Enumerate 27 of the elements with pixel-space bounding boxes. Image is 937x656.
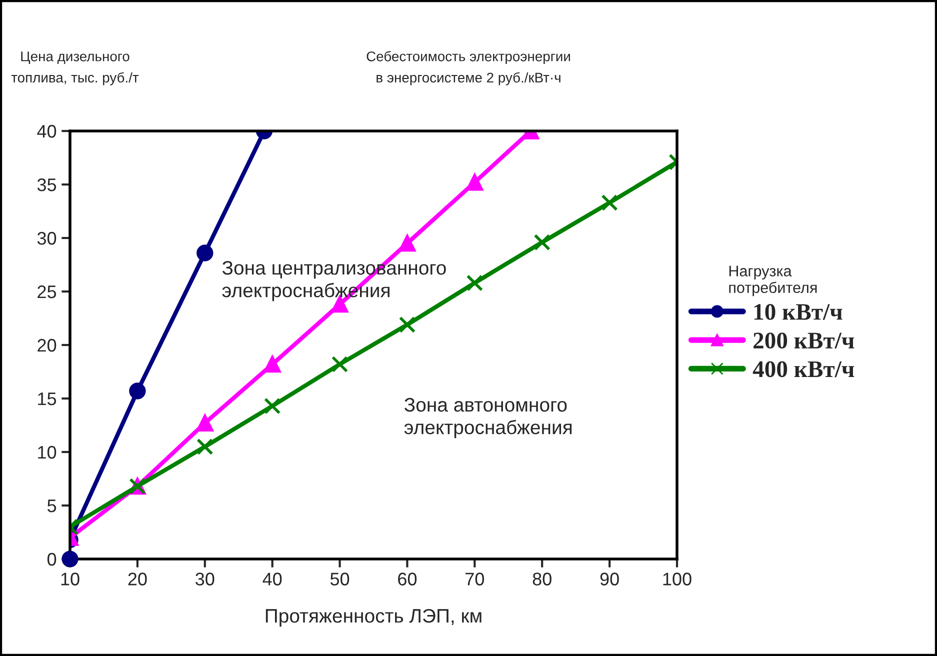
x-tick-label: 20 bbox=[128, 572, 147, 586]
y-tick-label: 35 bbox=[37, 178, 56, 192]
legend-label: 200 кВт/ч bbox=[754, 332, 854, 349]
legend-title: Нагрузка потребителя bbox=[729, 266, 817, 296]
x-tick-label: 10 bbox=[61, 572, 80, 586]
y-tick-label: 0 bbox=[47, 552, 56, 566]
text: Себестоимость электроэнергии в энергосистеме 2 руб./кВт·ч bbox=[366, 50, 570, 86]
y-tick-label: 15 bbox=[38, 392, 56, 406]
x-tick-label: 50 bbox=[330, 572, 350, 586]
y-tick-label: 20 bbox=[38, 338, 56, 352]
y-tick-label: 30 bbox=[37, 232, 56, 245]
text: Цена дизельного топлива, тыс. руб./т bbox=[11, 52, 139, 86]
x-tick-label: 60 bbox=[398, 572, 417, 586]
x-tick-label: 100 bbox=[663, 572, 692, 586]
y-tick-label: 5 bbox=[47, 500, 56, 512]
x-tick-label: 80 bbox=[532, 572, 552, 586]
x-tick-label: 30 bbox=[196, 572, 214, 586]
y-tick-label: 40 bbox=[37, 124, 56, 138]
legend-label: 10 кВт/ч bbox=[754, 304, 842, 320]
x-tick-label: 40 bbox=[262, 572, 282, 586]
x-axis-title: Протяженность ЛЭП, км bbox=[266, 608, 482, 627]
legend-label: 400 кВт/ч bbox=[752, 361, 854, 378]
y-tick-label: 10 bbox=[38, 446, 56, 459]
x-tick-label: 70 bbox=[466, 572, 484, 586]
annotation: Зона автономного электроснабжения bbox=[404, 398, 572, 438]
x-tick-label: 90 bbox=[600, 572, 619, 586]
y-tick-label: 25 bbox=[38, 285, 56, 298]
